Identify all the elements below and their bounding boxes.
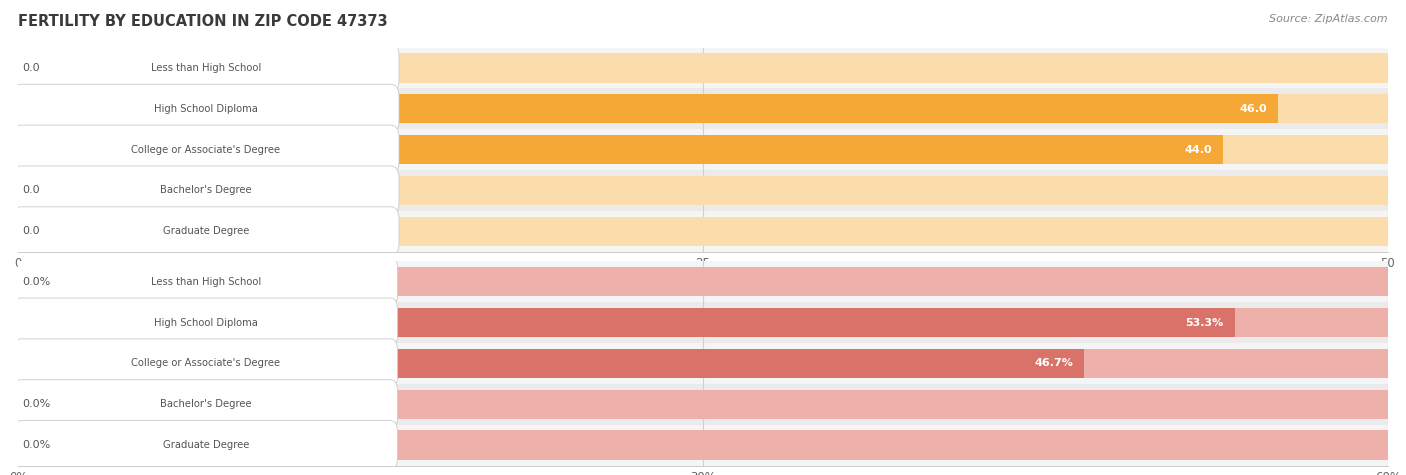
- Text: Graduate Degree: Graduate Degree: [163, 440, 249, 450]
- FancyBboxPatch shape: [13, 84, 399, 133]
- Bar: [18, 135, 1388, 164]
- FancyBboxPatch shape: [13, 125, 399, 174]
- Bar: [18, 135, 1223, 164]
- FancyBboxPatch shape: [14, 420, 398, 470]
- Text: 0.0: 0.0: [22, 185, 39, 196]
- Bar: [18, 267, 1388, 296]
- Text: 0.0%: 0.0%: [22, 276, 51, 287]
- FancyBboxPatch shape: [13, 43, 399, 93]
- Text: 0.0%: 0.0%: [22, 440, 51, 450]
- Bar: [18, 88, 1388, 129]
- FancyBboxPatch shape: [14, 257, 398, 306]
- FancyBboxPatch shape: [14, 380, 398, 429]
- Bar: [18, 349, 1388, 378]
- Bar: [18, 349, 1084, 378]
- Text: 44.0: 44.0: [1185, 144, 1212, 155]
- Text: Less than High School: Less than High School: [150, 276, 262, 287]
- FancyBboxPatch shape: [14, 339, 398, 388]
- FancyBboxPatch shape: [13, 207, 399, 256]
- Text: Bachelor's Degree: Bachelor's Degree: [160, 185, 252, 196]
- Bar: [18, 390, 1388, 419]
- Bar: [18, 170, 1388, 211]
- Bar: [18, 48, 1388, 88]
- Text: 53.3%: 53.3%: [1185, 317, 1223, 328]
- Bar: [18, 176, 1388, 205]
- Bar: [18, 308, 1388, 337]
- Bar: [18, 302, 1388, 343]
- Bar: [18, 94, 1278, 124]
- Text: Graduate Degree: Graduate Degree: [163, 226, 249, 237]
- Text: 46.0: 46.0: [1240, 104, 1267, 114]
- Bar: [18, 53, 1388, 83]
- Text: 0.0%: 0.0%: [22, 399, 51, 409]
- FancyBboxPatch shape: [14, 298, 398, 347]
- Bar: [18, 261, 1388, 302]
- Bar: [18, 217, 1388, 246]
- Bar: [18, 343, 1388, 384]
- Text: High School Diploma: High School Diploma: [153, 317, 257, 328]
- Text: Bachelor's Degree: Bachelor's Degree: [160, 399, 252, 409]
- Bar: [18, 430, 1388, 460]
- Text: 0.0: 0.0: [22, 63, 39, 73]
- Bar: [18, 129, 1388, 170]
- Bar: [18, 384, 1388, 425]
- Text: High School Diploma: High School Diploma: [153, 104, 257, 114]
- Text: College or Associate's Degree: College or Associate's Degree: [131, 144, 280, 155]
- Bar: [18, 425, 1388, 466]
- Text: College or Associate's Degree: College or Associate's Degree: [131, 358, 280, 369]
- Text: FERTILITY BY EDUCATION IN ZIP CODE 47373: FERTILITY BY EDUCATION IN ZIP CODE 47373: [18, 14, 388, 29]
- Bar: [18, 94, 1388, 124]
- Bar: [18, 211, 1388, 252]
- Bar: [18, 308, 1234, 337]
- FancyBboxPatch shape: [13, 166, 399, 215]
- Text: 46.7%: 46.7%: [1035, 358, 1073, 369]
- Text: Source: ZipAtlas.com: Source: ZipAtlas.com: [1270, 14, 1388, 24]
- Text: 0.0: 0.0: [22, 226, 39, 237]
- Text: Less than High School: Less than High School: [150, 63, 262, 73]
